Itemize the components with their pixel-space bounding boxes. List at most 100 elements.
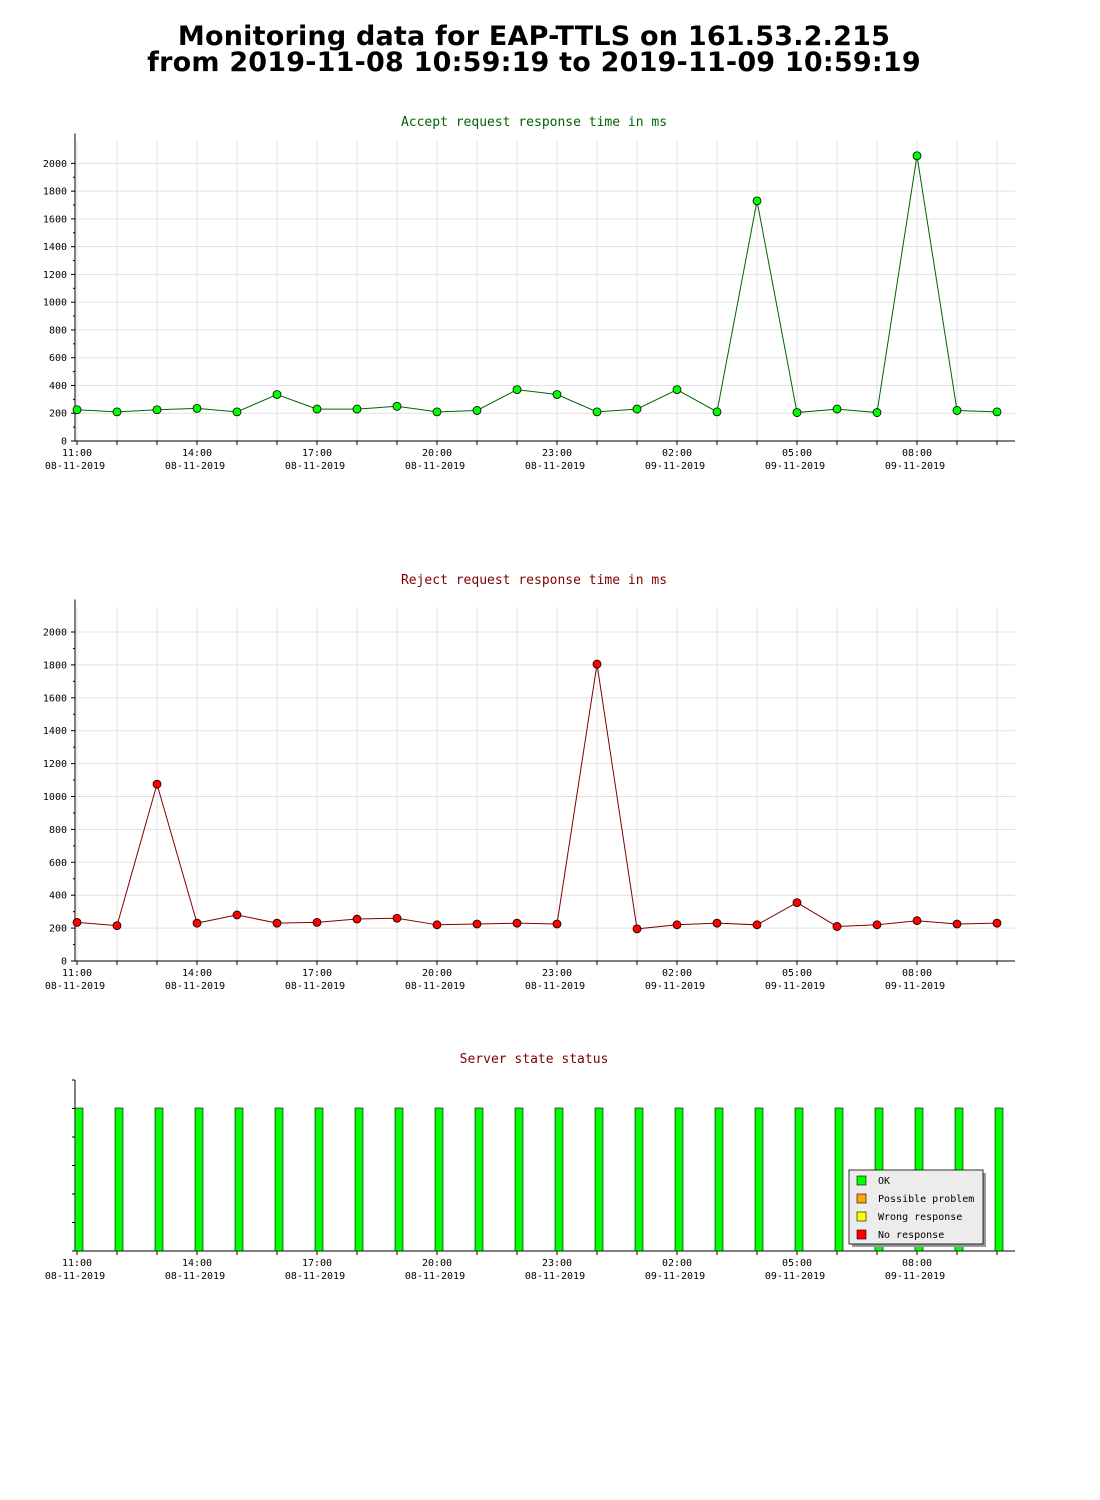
accept-data-point (952, 406, 962, 415)
accept-data-point (72, 405, 82, 415)
x-tick-label: 23:00 (542, 448, 572, 459)
accept-data-point (832, 404, 842, 414)
legend-label: Possible problem (878, 1194, 974, 1205)
x-tick-date: 08-11-2019 (165, 461, 225, 472)
x-tick-date: 09-11-2019 (885, 461, 945, 472)
accept-data-point (992, 407, 1002, 417)
accept-data-point (432, 407, 442, 417)
reject-data-point (512, 918, 522, 928)
x-tick-label: 20:00 (422, 968, 452, 979)
status-bar (714, 1107, 724, 1252)
reject-response-chart: Reject request response time in ms 0 200 4… (43, 573, 1015, 992)
status-bar (594, 1107, 604, 1252)
legend-swatch (856, 1211, 867, 1222)
x-tick-label: 14:00 (182, 448, 212, 459)
x-tick-label: 14:00 (182, 968, 212, 979)
status-legend: OK Possible problem Wrong response No respo… (848, 1169, 986, 1247)
reject-data-point (112, 921, 122, 931)
status-bar (274, 1107, 284, 1252)
y-tick-label: 800 (49, 325, 67, 336)
accept-chart-title: Accept request response time in ms (401, 115, 667, 130)
accept-data-point (752, 196, 762, 206)
y-tick-label: 1400 (43, 242, 67, 253)
x-tick-label: 17:00 (302, 448, 332, 459)
status-bar (674, 1107, 684, 1252)
status-bar (194, 1107, 204, 1252)
accept-data-point (112, 407, 122, 417)
y-tick-label: 200 (49, 409, 67, 420)
status-bar (994, 1107, 1004, 1252)
x-tick-label: 05:00 (782, 1258, 812, 1269)
y-tick-label: 1000 (43, 298, 67, 309)
reject-data-point (72, 917, 82, 927)
x-tick-date: 08-11-2019 (285, 981, 345, 992)
page-title-line-2: from 2019-11-08 10:59:19 to 2019-11-09 1… (147, 47, 921, 78)
x-tick-date: 08-11-2019 (45, 981, 105, 992)
status-bar (754, 1107, 764, 1252)
accept-data-point (792, 408, 802, 417)
reject-chart-title: Reject request response time in ms (401, 573, 667, 588)
status-bar (394, 1107, 404, 1252)
accept-data-point (352, 404, 362, 414)
reject-data-point (312, 917, 322, 927)
reject-data-point (712, 918, 722, 928)
x-tick-date: 09-11-2019 (885, 981, 945, 992)
y-tick-label: 1000 (43, 792, 67, 803)
x-tick-label: 20:00 (422, 448, 452, 459)
legend-label: OK (878, 1176, 890, 1187)
reject-data-point (672, 920, 682, 930)
accept-data-point (312, 404, 322, 414)
reject-data-point (552, 919, 562, 929)
reject-data-point (272, 918, 282, 928)
x-tick-label: 23:00 (542, 1258, 572, 1269)
accept-data-point (912, 151, 922, 161)
x-tick-date: 08-11-2019 (525, 1271, 585, 1282)
y-tick-label: 2000 (43, 159, 67, 170)
y-tick-label: 2000 (43, 628, 67, 639)
x-tick-label: 08:00 (902, 1258, 932, 1269)
x-tick-label: 08:00 (902, 968, 932, 979)
reject-data-point (392, 913, 402, 923)
x-tick-label: 05:00 (782, 968, 812, 979)
status-bar (154, 1107, 164, 1252)
status-bar (794, 1107, 804, 1252)
accept-data-point (872, 408, 882, 417)
x-tick-label: 05:00 (782, 448, 812, 459)
x-tick-label: 17:00 (302, 968, 332, 979)
y-tick-label: 1200 (43, 759, 67, 770)
status-bar (74, 1107, 84, 1252)
status-bar (114, 1107, 124, 1252)
accept-data-point (192, 403, 202, 413)
reject-data-point (992, 918, 1002, 928)
y-tick-label: 800 (49, 825, 67, 836)
y-tick-label: 1400 (43, 726, 67, 737)
accept-data-point (592, 407, 602, 417)
accept-series-line (76, 155, 998, 414)
x-tick-date: 09-11-2019 (645, 981, 705, 992)
accept-data-point (552, 390, 562, 399)
status-bar (314, 1107, 324, 1252)
reject-data-point (432, 920, 442, 930)
reject-data-point (912, 916, 922, 926)
reject-data-point (752, 920, 762, 930)
reject-data-point (952, 919, 962, 929)
x-tick-label: 14:00 (182, 1258, 212, 1269)
reject-data-point (192, 918, 202, 928)
x-tick-date: 09-11-2019 (645, 1271, 705, 1282)
accept-data-point (152, 405, 162, 415)
status-bar (354, 1107, 364, 1252)
legend-swatch (856, 1175, 867, 1186)
x-tick-date: 09-11-2019 (645, 461, 705, 472)
server-status-chart: Server state status 11:00 08-11-2019 14:00… (45, 1052, 1015, 1282)
x-tick-label: 08:00 (902, 448, 932, 459)
y-tick-label: 0 (61, 957, 67, 968)
status-bar (834, 1107, 844, 1252)
x-tick-date: 08-11-2019 (405, 981, 465, 992)
reject-data-point (792, 898, 802, 908)
page-title: Monitoring data for EAP-TTLS on 161.53.2… (0, 23, 1068, 78)
x-tick-label: 02:00 (662, 968, 692, 979)
x-tick-label: 17:00 (302, 1258, 332, 1269)
reject-data-point (352, 914, 362, 924)
x-tick-date: 08-11-2019 (45, 461, 105, 472)
accept-response-chart: Accept request response time in ms 0 200 4… (43, 115, 1015, 472)
